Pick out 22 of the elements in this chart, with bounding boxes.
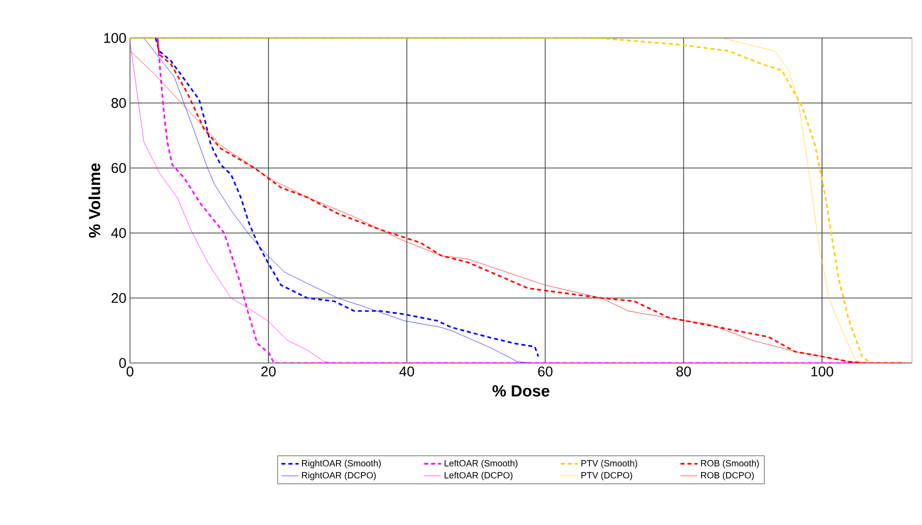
legend-label: RightOAR (DCPO) xyxy=(302,472,376,480)
legend-label: RightOAR (Smooth) xyxy=(302,460,381,468)
legend-label: LeftOAR (DCPO) xyxy=(444,472,512,480)
x-axis-title: % Dose xyxy=(492,385,550,397)
y-tick-label: 80 xyxy=(112,98,126,108)
legend-label: ROB (Smooth) xyxy=(701,460,759,468)
x-tick-label: 80 xyxy=(676,366,691,376)
y-tick-label: 100 xyxy=(104,33,126,43)
x-tick-label: 60 xyxy=(538,366,552,376)
x-tick-label: 0 xyxy=(126,366,134,376)
legend-label: PTV (DCPO) xyxy=(581,472,632,480)
x-tick-label: 100 xyxy=(811,366,834,376)
y-tick-label: 0 xyxy=(119,358,126,368)
legend-label: PTV (Smooth) xyxy=(581,460,638,468)
y-tick-label: 60 xyxy=(112,163,126,173)
legend-label: LeftOAR (Smooth) xyxy=(444,460,518,468)
y-tick-label: 40 xyxy=(111,228,126,238)
x-tick-label: 40 xyxy=(399,366,414,376)
x-tick-label: 20 xyxy=(261,366,276,376)
legend-label: ROB (DCPO) xyxy=(701,472,754,480)
y-axis-title: % Volume xyxy=(88,163,100,238)
y-tick-label: 20 xyxy=(112,293,126,303)
